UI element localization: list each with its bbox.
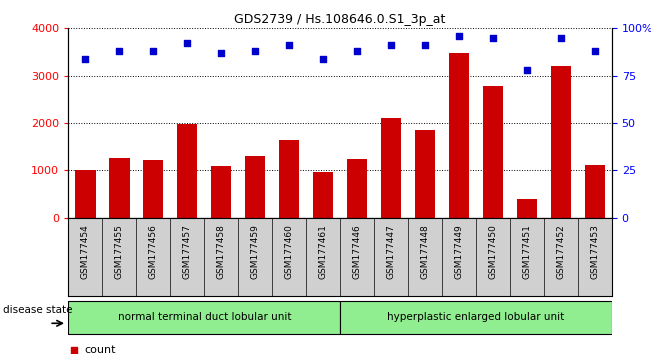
Point: [68, 348, 79, 353]
Bar: [313, 172, 333, 218]
Bar: [585, 165, 605, 218]
Text: GSM177459: GSM177459: [251, 224, 260, 279]
Point: [182, 41, 193, 46]
Point: [216, 50, 227, 56]
Text: GSM177446: GSM177446: [353, 224, 362, 279]
Point: [556, 35, 566, 41]
Bar: [177, 124, 197, 218]
Bar: [551, 66, 571, 218]
Text: GSM177449: GSM177449: [454, 224, 464, 279]
Bar: [143, 160, 163, 218]
Text: GSM177453: GSM177453: [590, 224, 600, 279]
Bar: [449, 53, 469, 218]
Bar: [415, 130, 436, 218]
Text: normal terminal duct lobular unit: normal terminal duct lobular unit: [117, 312, 291, 322]
Text: disease state: disease state: [3, 304, 72, 315]
Bar: [517, 199, 537, 218]
Bar: [245, 156, 266, 218]
Point: [420, 42, 430, 48]
Point: [590, 48, 600, 54]
Point: [80, 56, 90, 62]
Point: [114, 48, 124, 54]
Bar: [340, 301, 612, 335]
Text: GSM177457: GSM177457: [183, 224, 192, 279]
Text: GSM177455: GSM177455: [115, 224, 124, 279]
Bar: [279, 139, 299, 218]
Text: GSM177448: GSM177448: [421, 224, 430, 279]
Text: GSM177460: GSM177460: [284, 224, 294, 279]
Text: GSM177458: GSM177458: [217, 224, 226, 279]
Text: hyperplastic enlarged lobular unit: hyperplastic enlarged lobular unit: [387, 312, 564, 322]
Bar: [211, 166, 232, 218]
Text: GSM177452: GSM177452: [557, 224, 566, 279]
Point: [454, 33, 464, 39]
Point: [250, 48, 260, 54]
Text: GSM177461: GSM177461: [318, 224, 327, 279]
Text: GSM177451: GSM177451: [523, 224, 531, 279]
Text: GSM177454: GSM177454: [81, 224, 90, 279]
Bar: [68, 301, 340, 335]
Text: count: count: [85, 346, 116, 354]
Text: GSM177456: GSM177456: [149, 224, 158, 279]
Point: [148, 48, 158, 54]
Bar: [381, 118, 401, 218]
Bar: [347, 159, 367, 218]
Text: GSM177450: GSM177450: [488, 224, 497, 279]
Bar: [75, 170, 96, 218]
Point: [488, 35, 498, 41]
Bar: [483, 86, 503, 218]
Point: [522, 67, 533, 73]
Title: GDS2739 / Hs.108646.0.S1_3p_at: GDS2739 / Hs.108646.0.S1_3p_at: [234, 13, 446, 26]
Bar: [109, 158, 130, 218]
Point: [284, 42, 294, 48]
Point: [318, 56, 328, 62]
Text: GSM177447: GSM177447: [387, 224, 396, 279]
Point: [386, 42, 396, 48]
Point: [352, 48, 363, 54]
